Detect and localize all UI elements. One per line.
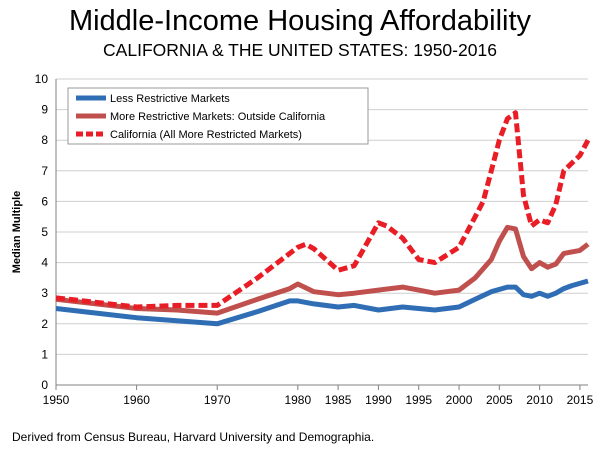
axes xyxy=(55,79,588,390)
y-tick-label: 10 xyxy=(35,72,49,86)
x-tick-label: 2005 xyxy=(486,393,513,407)
y-tick-label: 4 xyxy=(41,256,48,270)
series-line-2 xyxy=(55,224,590,316)
series-lines xyxy=(55,110,591,327)
chart-subtitle: CALIFORNIA & THE UNITED STATES: 1950-201… xyxy=(103,40,497,60)
x-tick-label: 2000 xyxy=(446,393,473,407)
x-tick-label: 1985 xyxy=(325,393,352,407)
x-tick-label: 1995 xyxy=(405,393,432,407)
x-tick-label: 1990 xyxy=(365,393,392,407)
legend-box xyxy=(67,87,369,145)
x-tick-label: 1980 xyxy=(284,393,311,407)
legend-label: California (All More Restricted Markets) xyxy=(110,129,302,141)
chart-title: Middle-Income Housing Affordability xyxy=(68,5,532,37)
x-tick-label: 2010 xyxy=(526,393,553,407)
source-note: Derived from Census Bureau, Harvard Univ… xyxy=(12,430,375,444)
x-tick-labels: 1950 1960 1970 1980 1985 1990 1995 2000 2005 2010… xyxy=(43,393,594,407)
legend: Less Restrictive Markets More Restrictive… xyxy=(67,87,369,145)
y-tick-label: 9 xyxy=(41,103,48,117)
x-tick-label: 1960 xyxy=(123,393,150,407)
y-tick-label: 0 xyxy=(41,378,48,392)
y-axis-label: Median Multiple xyxy=(11,191,23,274)
series-line-1 xyxy=(55,278,589,327)
y-tick-label: 6 xyxy=(41,194,48,208)
x-tick-label: 2015 xyxy=(567,393,594,407)
y-tick-label: 3 xyxy=(41,286,48,300)
x-tick-label: 1950 xyxy=(43,393,70,407)
y-tick-label: 5 xyxy=(41,225,48,239)
legend-label: More Restrictive Markets: Outside Califo… xyxy=(110,111,326,123)
series-line-3 xyxy=(55,110,591,310)
y-tick-label: 7 xyxy=(41,164,48,178)
y-tick-label: 1 xyxy=(41,347,48,361)
y-tick-labels: 0 1 2 3 4 5 6 7 8 9 10 xyxy=(35,72,49,392)
legend-label: Less Restrictive Markets xyxy=(110,93,230,105)
y-tick-label: 8 xyxy=(41,133,48,147)
x-tick-label: 1970 xyxy=(204,393,231,407)
y-tick-label: 2 xyxy=(41,317,48,331)
